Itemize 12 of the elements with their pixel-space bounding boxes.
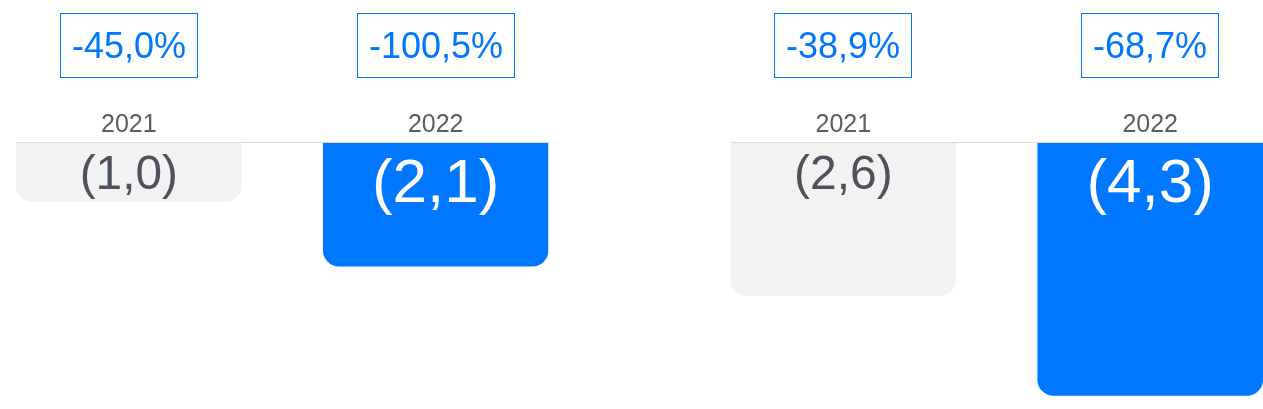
- data-label: (2,6): [793, 146, 893, 199]
- data-label: (2,1): [371, 146, 500, 215]
- text: -68,7%: [1093, 25, 1208, 66]
- text: -100,5%: [369, 25, 504, 66]
- data-label: (4,3): [1086, 146, 1214, 215]
- x-tick-label: 2022: [1122, 109, 1179, 137]
- x-tick-label: 2021: [100, 109, 157, 137]
- x-tick-label: 2022: [407, 109, 464, 137]
- text: -38,9%: [786, 25, 901, 66]
- data-label: (1,0): [79, 145, 178, 199]
- x-tick-label: 2021: [815, 109, 872, 137]
- text: -45,0%: [72, 25, 187, 66]
